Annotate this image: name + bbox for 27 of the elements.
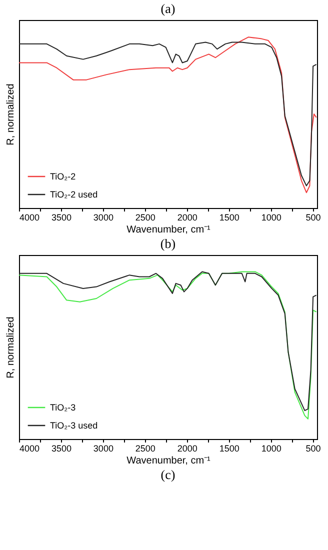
x-tick-label: 2500 <box>135 444 156 454</box>
x-tick-label: 3500 <box>51 212 72 222</box>
text: (c) <box>160 467 176 482</box>
x-tick-label: 1500 <box>219 444 240 454</box>
legend-label: TiO₂-2 <box>50 172 76 182</box>
x-tick-label: 500 <box>306 212 321 222</box>
legend-label: TiO₂-2 used <box>50 190 98 200</box>
x-tick-label: 2000 <box>177 444 198 454</box>
x-tick-label: 4000 <box>20 212 40 222</box>
x-tick-label: 500 <box>306 444 321 454</box>
x-tick-label: 3000 <box>93 212 114 222</box>
x-axis-title: Wavenumber, cm⁻¹ <box>126 224 212 236</box>
x-tick-label: 1500 <box>219 212 240 222</box>
x-tick-label: 3000 <box>93 444 114 454</box>
x-axis-title: Wavenumber, cm⁻¹ <box>126 456 212 466</box>
x-tick-label: 2500 <box>135 212 156 222</box>
y-axis-title: R, normalized <box>6 84 16 146</box>
y-axis-title: R, normalized <box>6 316 16 378</box>
x-tick-label: 3500 <box>51 444 72 454</box>
legend-label: TiO₂-3 used <box>50 420 98 430</box>
legend-label: TiO₂-3 <box>50 402 76 412</box>
chart-title: (a) <box>160 1 176 16</box>
x-tick-label: 4000 <box>20 444 40 454</box>
x-tick-label: 2000 <box>177 212 198 222</box>
x-tick-label: 1000 <box>261 212 282 222</box>
chart-title: (b) <box>160 236 176 251</box>
x-tick-label: 1000 <box>261 444 282 454</box>
